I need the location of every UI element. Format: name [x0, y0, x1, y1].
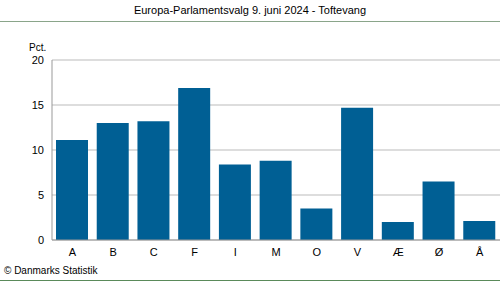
html-text:© Danmarks Statistik: © Danmarks Statistik	[4, 265, 98, 276]
svg-text:Å: Å	[476, 246, 484, 258]
svg-text:V: V	[354, 246, 362, 258]
svg-text:M: M	[271, 246, 280, 258]
svg-text:5: 5	[38, 189, 44, 201]
svg-text:20: 20	[32, 54, 44, 66]
svg-text:Æ: Æ	[393, 246, 404, 258]
svg-text:10: 10	[32, 144, 44, 156]
svg-text:Ø: Ø	[435, 246, 444, 258]
svg-text:0: 0	[38, 234, 44, 246]
svg-text:A: A	[69, 246, 77, 258]
svg-text:C: C	[150, 246, 158, 258]
svg-text:F: F	[191, 246, 198, 258]
svg-text:I: I	[234, 246, 237, 258]
html-text:Pct.: Pct.	[29, 42, 47, 53]
svg-text:B: B	[109, 246, 116, 258]
html-text:Europa-Parlamentsvalg 9. juni: Europa-Parlamentsvalg 9. juni 2024 - Tof…	[133, 4, 367, 16]
svg-text:O: O	[312, 246, 321, 258]
svg-text:15: 15	[32, 99, 44, 111]
